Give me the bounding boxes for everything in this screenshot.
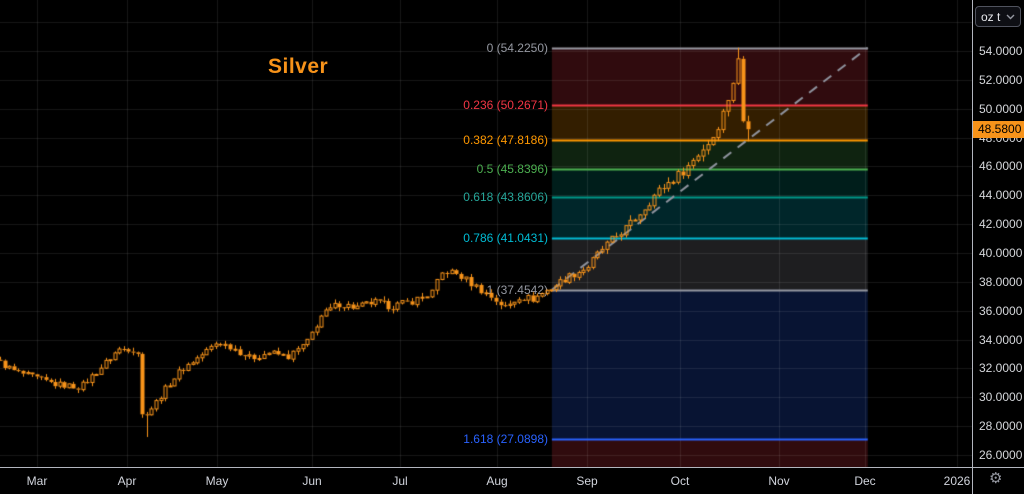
last-price-badge: 48.5800	[973, 121, 1024, 138]
time-axis[interactable]: Mar Apr May Jun Jul Aug Sep Oct Nov Dec 2026 ⚙	[0, 467, 1024, 494]
month-label: Nov	[768, 474, 790, 488]
price-tick-label: 40.0000	[979, 246, 1023, 261]
price-tick-label: 46.0000	[979, 159, 1023, 174]
axis-settings-gear-icon[interactable]: ⚙	[989, 470, 1003, 487]
symbol-title: Silver	[268, 55, 329, 78]
year-label: 2026	[943, 474, 971, 488]
unit-label: oz t	[981, 9, 1001, 24]
price-axis[interactable]: 54.000052.000050.000048.000046.000044.00…	[972, 0, 1024, 467]
month-label: Dec	[854, 474, 876, 488]
price-tick-label: 34.0000	[979, 332, 1023, 347]
price-tick-label: 52.0000	[979, 72, 1023, 87]
month-label: Aug	[486, 474, 508, 488]
price-tick-label: 28.0000	[979, 419, 1023, 434]
chevron-down-icon	[1006, 14, 1015, 19]
month-label: Oct	[670, 474, 690, 488]
price-tick-label: 36.0000	[979, 303, 1023, 318]
price-tick-label: 32.0000	[979, 361, 1023, 376]
price-tick-label: 38.0000	[979, 274, 1023, 289]
price-tick-label: 50.0000	[979, 101, 1023, 116]
month-label: Sep	[576, 474, 598, 488]
price-tick-label: 42.0000	[979, 217, 1023, 232]
month-label: Jun	[302, 474, 322, 488]
month-label: Jul	[392, 474, 408, 488]
price-tick-label: 44.0000	[979, 188, 1023, 203]
price-tick-label: 26.0000	[979, 448, 1023, 463]
month-label: May	[205, 474, 229, 488]
axis-corner: ⚙	[972, 468, 1024, 494]
unit-selector[interactable]: oz t	[975, 6, 1021, 27]
price-tick-label: 54.0000	[979, 44, 1023, 58]
month-label: Apr	[117, 474, 137, 488]
price-tick-label: 30.0000	[979, 390, 1023, 405]
month-label: Mar	[26, 474, 48, 488]
